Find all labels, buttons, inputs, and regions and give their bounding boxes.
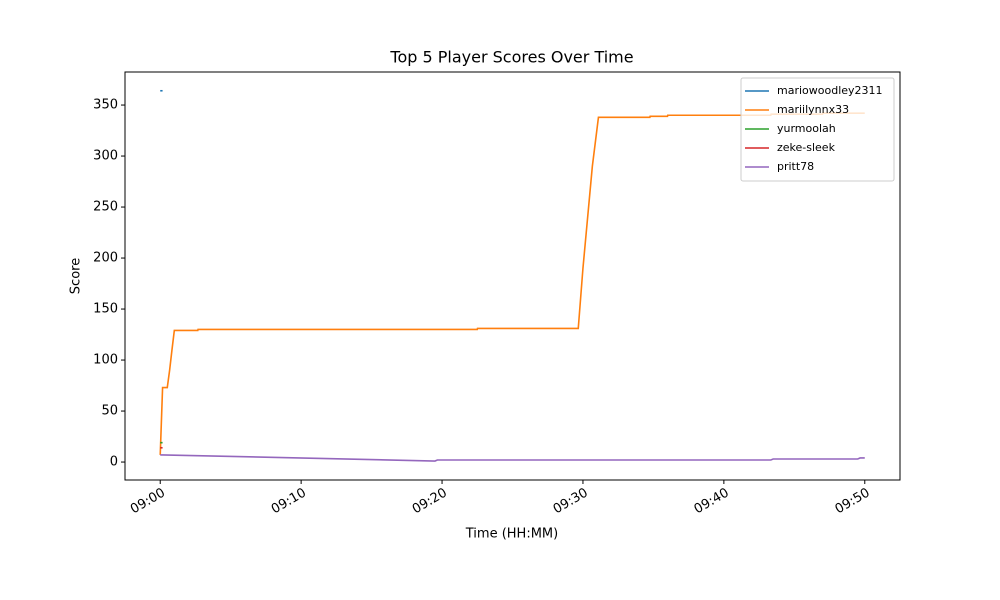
y-tick-label: 350 <box>93 98 118 113</box>
legend-label: pritt78 <box>777 160 814 173</box>
plot-frame <box>124 71 901 481</box>
y-tick-label: 0 <box>110 455 118 470</box>
y-tick-label: 200 <box>93 251 118 266</box>
legend-label: mariilynnx33 <box>777 103 849 116</box>
line-series <box>160 454 865 462</box>
legend: mariowoodley2311 mariilynnx33 yurmoolah zek… <box>740 77 895 182</box>
y-tick-label: 100 <box>93 353 118 368</box>
legend-box <box>740 77 895 182</box>
y-tick-label: 50 <box>101 404 118 419</box>
legend-label: mariowoodley2311 <box>777 84 883 97</box>
x-axis-label: Time (HH:MM) <box>465 527 558 542</box>
legend-label: yurmoolah <box>777 122 836 135</box>
y-axis-label: Score <box>69 258 84 294</box>
legend-label: zeke-sleek <box>777 141 836 154</box>
y-tick-label: 250 <box>93 200 118 215</box>
y-tick-label: 150 <box>93 302 118 317</box>
chart-title: Top 5 Player Scores Over Time <box>389 48 633 67</box>
y-tick-label: 300 <box>93 149 118 164</box>
